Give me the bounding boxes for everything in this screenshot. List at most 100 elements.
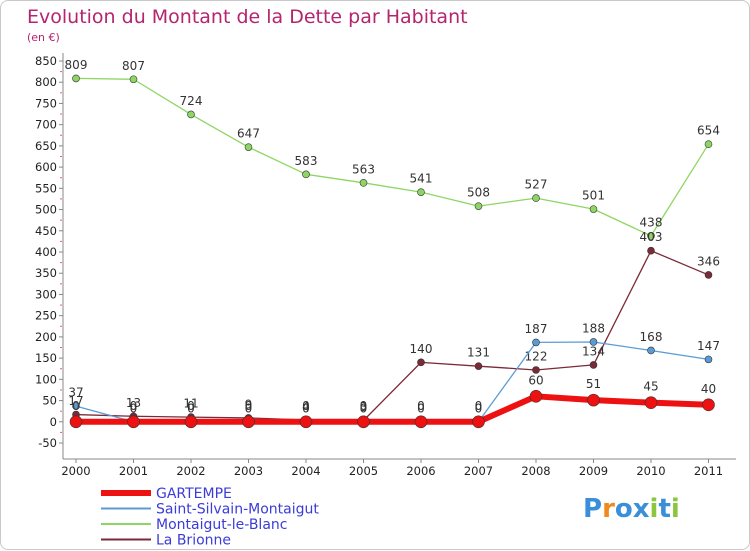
data-label: 147 bbox=[697, 339, 720, 353]
data-label: 131 bbox=[467, 346, 490, 360]
data-point bbox=[187, 110, 195, 119]
logo-letter: o bbox=[615, 494, 633, 524]
y-tick-label: 350 bbox=[35, 266, 57, 280]
chart-title: Evolution du Montant de la Dette par Hab… bbox=[27, 6, 468, 28]
data-label: 0 bbox=[245, 401, 253, 415]
legend: GARTEMPESaint-Silvain-MontaigutMontaigut… bbox=[101, 486, 319, 549]
data-label: 0 bbox=[475, 401, 483, 415]
data-label: 0 bbox=[245, 399, 253, 413]
data-point bbox=[299, 415, 313, 429]
y-tick-label: 700 bbox=[35, 118, 57, 132]
data-point bbox=[589, 361, 598, 369]
data-label: 11 bbox=[183, 397, 198, 411]
data-label: 501 bbox=[582, 189, 605, 203]
data-label: 60 bbox=[528, 373, 543, 387]
data-label: 3 bbox=[360, 400, 368, 414]
data-label: 9 bbox=[245, 397, 253, 411]
x-tick-label: 2004 bbox=[291, 464, 320, 478]
data-label: 346 bbox=[697, 254, 720, 268]
data-point bbox=[704, 140, 713, 148]
data-label: 0 bbox=[360, 399, 368, 413]
x-tick-label: 2005 bbox=[349, 464, 378, 478]
data-label: 0 bbox=[302, 401, 310, 415]
x-tick-label: 2002 bbox=[176, 464, 205, 478]
x-tick-label: 2009 bbox=[579, 464, 608, 478]
data-point bbox=[472, 415, 485, 429]
data-label: 527 bbox=[525, 178, 548, 192]
data-label: 724 bbox=[180, 94, 203, 108]
data-label: 647 bbox=[237, 127, 260, 141]
data-label: 0 bbox=[417, 399, 425, 413]
series-line bbox=[75, 250, 710, 422]
data-label: 0 bbox=[302, 399, 310, 413]
data-label: 0 bbox=[72, 399, 80, 413]
data-point bbox=[242, 415, 255, 429]
data-label: 403 bbox=[640, 230, 663, 244]
data-point bbox=[184, 415, 198, 429]
data-label: 508 bbox=[467, 186, 490, 200]
data-label: 809 bbox=[65, 58, 88, 72]
y-tick-label: 50 bbox=[42, 394, 57, 408]
data-point bbox=[644, 396, 658, 409]
data-point bbox=[72, 402, 80, 410]
legend-item: La Brionne bbox=[101, 533, 231, 549]
y-tick-label: 0 bbox=[50, 415, 57, 429]
data-point bbox=[129, 75, 138, 84]
data-label: 438 bbox=[640, 215, 663, 229]
data-label: 563 bbox=[352, 162, 375, 176]
y-tick-label: 100 bbox=[35, 372, 57, 386]
data-label: 168 bbox=[640, 330, 663, 344]
x-tick-label: 2008 bbox=[521, 464, 550, 478]
data-label: 654 bbox=[697, 124, 720, 138]
series-gartempe: 0 0 0 0 0 0 0 0 60 51 45 40 bbox=[69, 373, 716, 429]
data-point bbox=[72, 74, 80, 83]
data-point bbox=[704, 271, 713, 279]
y-tick-label: 300 bbox=[35, 287, 57, 301]
data-label: 0 bbox=[130, 399, 138, 413]
proxiti-logo: Proxiti bbox=[583, 494, 680, 524]
series-line bbox=[75, 77, 710, 237]
data-label: 188 bbox=[582, 321, 605, 335]
logo-letter: i bbox=[671, 494, 680, 524]
x-tick-label: 2007 bbox=[464, 464, 493, 478]
y-tick-label: 400 bbox=[35, 245, 57, 259]
data-point bbox=[244, 143, 253, 151]
x-tick-label: 2003 bbox=[234, 464, 263, 478]
series-line bbox=[75, 341, 710, 423]
data-point bbox=[589, 338, 598, 346]
series-la-brionne: 17 13 11 9 4 3 140 131 122 134 403 346 bbox=[68, 230, 720, 425]
y-tick-label: 750 bbox=[35, 96, 57, 110]
data-label: 0 bbox=[130, 401, 138, 415]
data-point bbox=[417, 188, 425, 196]
data-label: 17 bbox=[68, 394, 83, 408]
data-point bbox=[529, 390, 543, 403]
data-label: 13 bbox=[126, 396, 141, 410]
logo-letter: P bbox=[583, 494, 602, 524]
legend-label: GARTEMPE bbox=[156, 486, 232, 502]
legend-label: Saint-Silvain-Montaigut bbox=[156, 502, 319, 518]
series-layer: 809 807 724 647 583 563 541 508 527 501 438 654 17 13… bbox=[65, 58, 720, 429]
y-tick-label: 150 bbox=[35, 351, 57, 365]
data-label: 134 bbox=[582, 344, 605, 358]
axes: -500501001502002503003504004505005506006… bbox=[35, 53, 736, 478]
data-point bbox=[532, 194, 540, 202]
logo-letter: i bbox=[650, 494, 659, 524]
y-tick-label: 600 bbox=[35, 160, 57, 174]
data-label: 37 bbox=[68, 386, 83, 400]
y-tick-label: 650 bbox=[35, 139, 57, 153]
x-tick-label: 2000 bbox=[61, 464, 90, 478]
x-tick-label: 2010 bbox=[636, 464, 665, 478]
data-point bbox=[357, 415, 370, 429]
data-label: 0 bbox=[187, 399, 195, 413]
data-point bbox=[647, 232, 655, 240]
data-point bbox=[647, 346, 655, 355]
data-point bbox=[647, 246, 655, 255]
data-point bbox=[589, 205, 598, 213]
legend-item: Montaigut-le-Blanc bbox=[101, 517, 287, 533]
data-point bbox=[359, 179, 368, 187]
y-tick-label: 850 bbox=[35, 54, 57, 68]
data-label: 0 bbox=[417, 401, 425, 415]
data-label: 51 bbox=[586, 377, 601, 391]
data-point bbox=[414, 415, 428, 429]
